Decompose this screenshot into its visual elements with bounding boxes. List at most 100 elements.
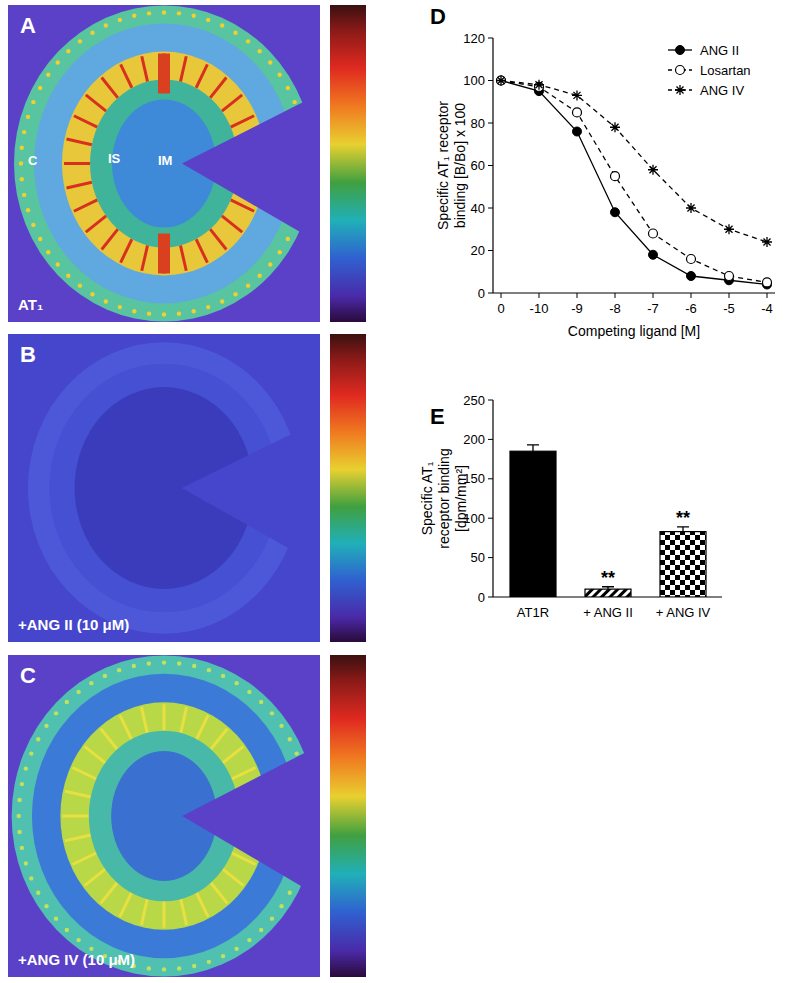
papilla-red <box>158 54 170 94</box>
y-tick <box>488 400 493 401</box>
cortex-dot <box>20 782 24 786</box>
panel-background <box>8 655 320 977</box>
panel-background <box>8 5 320 322</box>
cortex-dot <box>247 938 251 942</box>
cortex-dot <box>17 830 21 834</box>
marker <box>572 90 582 100</box>
x-tick-label: AT1R <box>517 605 549 620</box>
cortex-dot <box>78 39 82 43</box>
ray <box>74 200 97 211</box>
ray <box>64 162 90 165</box>
ray <box>85 869 106 885</box>
image-panel: C+ANG IV (10 μM) <box>8 655 320 977</box>
panel-letter: D <box>430 4 446 29</box>
ray <box>222 95 242 111</box>
legend-label: ANG II <box>700 43 739 58</box>
y-tick <box>488 597 493 598</box>
cortex-dot <box>29 876 33 880</box>
cortex-dot <box>44 724 48 728</box>
cortex-dot <box>36 737 40 741</box>
cortex-dot <box>221 954 225 958</box>
cortex-dot <box>20 177 24 181</box>
cortex-dot <box>259 700 263 704</box>
cortex-dot <box>22 193 26 197</box>
cortex-dot <box>46 250 50 254</box>
cortex-dot <box>20 846 24 850</box>
cortex-dot <box>268 262 272 266</box>
x-tick-label: + ANG IV <box>656 605 711 620</box>
legend: ANG IILosartanANG IV <box>668 43 751 98</box>
bar <box>510 451 556 597</box>
x-tick-label: -5 <box>723 301 735 316</box>
ray <box>120 715 131 739</box>
cortex-dot <box>234 681 238 685</box>
cortex-dot <box>132 14 136 18</box>
y-tick-label: 0 <box>478 286 485 301</box>
ray <box>72 768 96 779</box>
cortex-dot <box>118 305 122 309</box>
cortex-dot <box>24 766 28 770</box>
cortex-dot <box>104 23 108 27</box>
cortex-dot <box>103 674 107 678</box>
cortex-dot <box>17 798 21 802</box>
x-tick-label: -10 <box>530 301 549 316</box>
x-tick <box>653 293 654 298</box>
y-tick <box>488 518 493 519</box>
cortex-dot <box>247 690 251 694</box>
significance: ** <box>601 568 615 588</box>
x-tick-label: -9 <box>571 301 583 316</box>
y-tick-label: 120 <box>463 31 485 46</box>
bar <box>585 589 631 597</box>
cortex-dot <box>220 23 224 27</box>
cortex-dot <box>17 814 21 818</box>
y-tick-label: 20 <box>471 243 485 258</box>
cortex-dot <box>147 966 151 970</box>
ray <box>181 707 187 733</box>
cortex-dot <box>31 100 35 104</box>
cortex-dot <box>233 292 237 296</box>
cortex-dot <box>26 208 30 212</box>
cortex-dot <box>177 661 181 665</box>
ray <box>232 768 256 779</box>
cortex-dot <box>26 115 30 119</box>
cortex-dot <box>192 664 196 668</box>
cortex-dot <box>19 161 23 165</box>
y-tick <box>488 208 493 209</box>
ray <box>141 899 147 925</box>
panel-letter: C <box>20 663 36 688</box>
cortex-dot <box>279 724 283 728</box>
image-panel: B+ANG II (10 μM) <box>8 334 320 642</box>
cortex-dot <box>147 311 151 315</box>
cortex-dot <box>221 674 225 678</box>
ray <box>101 883 117 904</box>
ray <box>210 77 226 97</box>
x-tick <box>577 293 578 298</box>
cortex-dot <box>277 250 281 254</box>
y-axis-label: Specific AT₁ receptor <box>435 101 451 230</box>
ray <box>196 64 207 87</box>
cortex-dot <box>162 967 166 971</box>
y-tick <box>488 478 493 479</box>
cortex-dot <box>90 31 94 35</box>
ray <box>141 707 147 733</box>
hilum <box>182 94 320 244</box>
marker <box>675 85 685 95</box>
y-tick <box>488 250 493 251</box>
legend-label: ANG IV <box>700 83 744 98</box>
cortex-dot <box>162 10 166 14</box>
cortex-dot <box>36 890 40 894</box>
cortex-dot <box>90 292 94 296</box>
ray <box>102 77 118 97</box>
marker <box>687 272 696 281</box>
ray <box>163 901 166 927</box>
error-bar <box>527 445 539 451</box>
hilum <box>182 745 320 897</box>
cortex-dot <box>286 86 290 90</box>
y-tick <box>488 557 493 558</box>
cortex-dot <box>246 39 250 43</box>
y-tick <box>488 80 493 81</box>
ray <box>180 56 186 81</box>
cortex-dot <box>277 73 281 77</box>
figure: AAT₁CISIMB+ANG II (10 μM)C+ANG IV (10 μM… <box>0 0 800 983</box>
y-tick-label: 40 <box>471 201 485 216</box>
